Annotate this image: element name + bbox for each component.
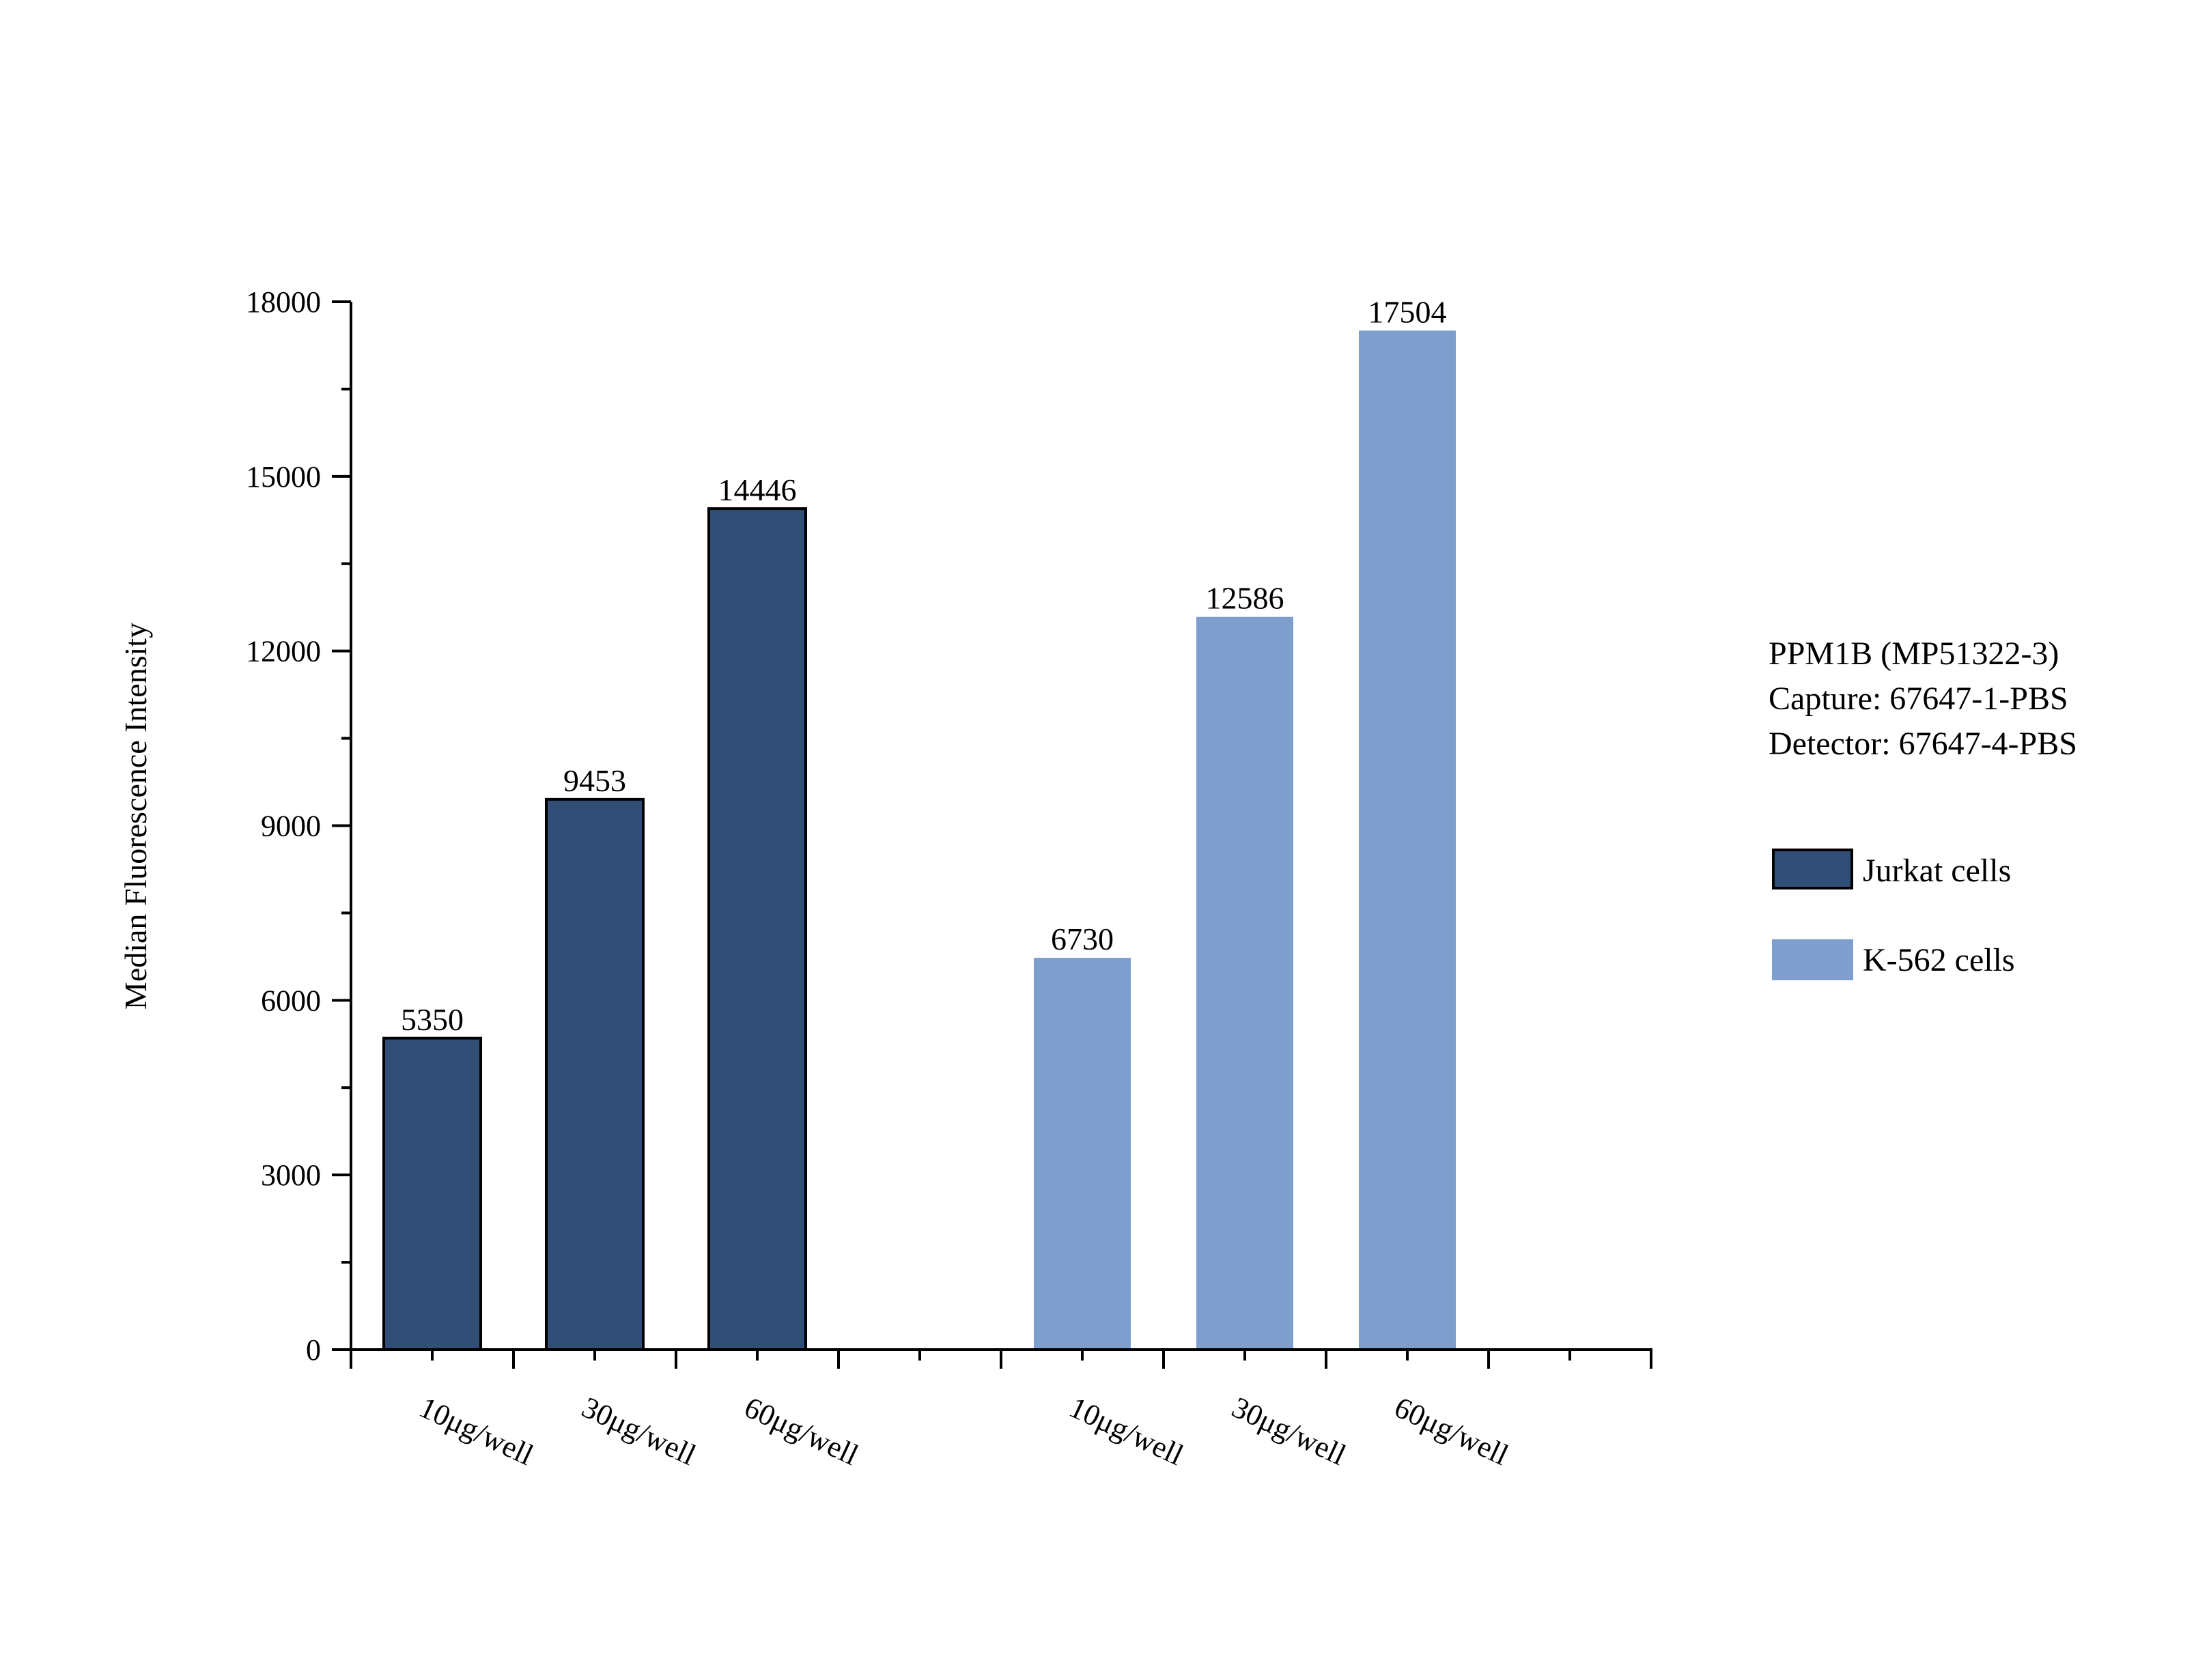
legend-swatch-k562	[1772, 939, 1853, 980]
data-label: 12586	[1206, 581, 1284, 616]
x-tick-label: 60μg/well	[740, 1391, 864, 1472]
y-axis-title: Median Fluorescence Intensity	[118, 623, 153, 1010]
data-label: 14446	[718, 472, 797, 507]
y-tick-label: 15000	[246, 460, 321, 494]
bar	[1359, 330, 1456, 1350]
x-ticks: 10μg/well 30μg/well 60μg/well 10μg/well 30μg…	[350, 1350, 1652, 1472]
chart-annotation: PPM1B (MP51322-3) Capture: 67647-1-PBS D…	[1769, 636, 2077, 762]
y-tick-label: 6000	[261, 984, 321, 1017]
y-tick-label: 12000	[246, 635, 321, 668]
y-ticks: 0 3000 6000 9000 12000 15000 18000	[246, 285, 351, 1367]
data-labels: 5350 9453 14446 6730 12586 17504	[401, 294, 1447, 1036]
x-tick-label: 30μg/well	[1227, 1391, 1351, 1472]
data-label: 6730	[1051, 922, 1114, 956]
bar	[545, 797, 645, 1351]
x-tick-label: 10μg/well	[414, 1391, 539, 1472]
y-tick-label: 0	[306, 1333, 321, 1367]
legend-swatch-jurkat	[1772, 849, 1853, 889]
y-tick-label: 18000	[246, 285, 321, 319]
annotation-line-2: Capture: 67647-1-PBS	[1769, 681, 2068, 717]
legend-label-jurkat: Jurkat cells	[1863, 853, 2011, 889]
data-label: 9453	[563, 763, 626, 798]
x-tick-label: 30μg/well	[577, 1391, 701, 1472]
annotation-line-3: Detector: 67647-4-PBS	[1769, 726, 2077, 762]
bar	[1034, 958, 1131, 1350]
y-tick-label: 3000	[261, 1158, 321, 1192]
x-tick-label: 10μg/well	[1065, 1391, 1189, 1472]
y-tick-label: 9000	[261, 810, 321, 843]
annotation-line-1: PPM1B (MP51322-3)	[1769, 636, 2059, 672]
data-label: 17504	[1368, 294, 1447, 329]
bar	[382, 1036, 482, 1352]
bars	[382, 330, 1456, 1352]
bar	[1196, 616, 1293, 1350]
legend-label-k562: K-562 cells	[1863, 942, 2015, 978]
bar	[707, 507, 807, 1351]
legend: Jurkat cells K-562 cells	[1772, 849, 2015, 980]
data-label: 5350	[401, 1002, 464, 1037]
x-tick-label: 60μg/well	[1390, 1391, 1514, 1472]
